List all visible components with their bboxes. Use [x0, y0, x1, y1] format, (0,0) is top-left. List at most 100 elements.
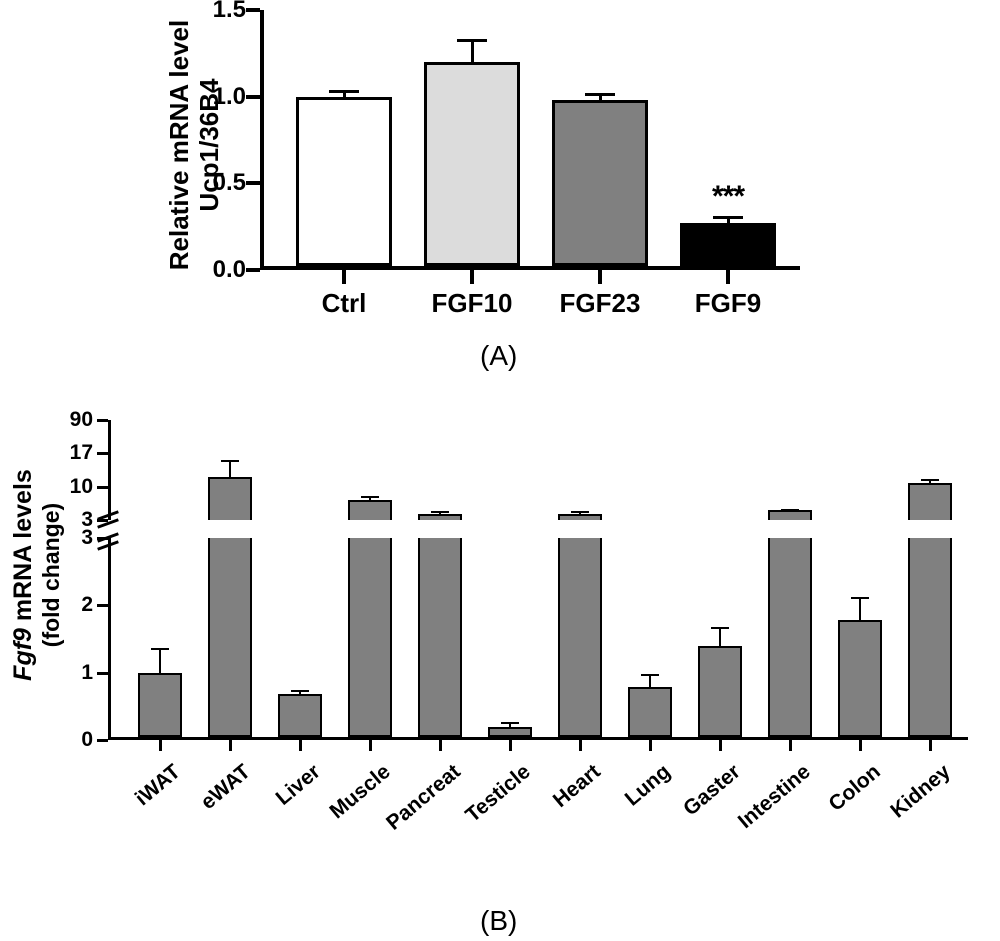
chart-b-ytick-label: 2: [43, 593, 93, 617]
chart-a-ylabel: Relative mRNA level Ucp1/36B4: [165, 15, 225, 275]
chart-b-error-cap: [361, 496, 379, 498]
chart-a-ytick: [246, 181, 260, 185]
chart-a-category-label: Ctrl: [322, 288, 367, 319]
chart-b-bar-upper: [418, 514, 462, 520]
chart-b-xtick: [579, 740, 582, 751]
chart-b-error-cap: [221, 460, 239, 462]
chart-b-error-cap: [851, 597, 869, 599]
chart-b-bar-lower: [768, 538, 812, 737]
chart-a-y-axis: [260, 10, 264, 270]
chart-b-error-cap: [571, 511, 589, 513]
chart-a-xtick: [598, 270, 602, 284]
chart-a-category-label: FGF9: [695, 288, 761, 319]
chart-b-xtick: [369, 740, 372, 751]
chart-b-bar-lower: [348, 538, 392, 737]
chart-b-ylabel-main: Fgf9: [9, 628, 37, 681]
chart-b-bar-lower: [208, 538, 252, 737]
chart-a-ytick: [246, 268, 260, 272]
chart-b-error-stem: [159, 648, 161, 672]
chart-b-error-cap: [641, 674, 659, 676]
chart-b-ytick-label: 3: [43, 508, 93, 532]
chart-b-bar-lower: [558, 538, 602, 737]
chart-a-bar: [680, 223, 776, 266]
chart-b-xtick: [649, 740, 652, 751]
chart-b-ytick-label: 90: [43, 408, 93, 432]
chart-a-x-axis: [260, 266, 800, 270]
chart-b-error-stem: [719, 627, 721, 646]
chart-b-y-axis-upper: [108, 420, 111, 520]
chart-a-category-label: FGF10: [432, 288, 513, 319]
chart-b-plot-area: 01233101790iWATeWATLiverMusclePancreatTe…: [108, 420, 968, 740]
chart-b-bar-lower: [908, 538, 952, 737]
chart-a-xtick: [470, 270, 474, 284]
chart-b-ytick-label: 10: [43, 475, 93, 499]
chart-a-error-cap: [713, 216, 743, 219]
chart-b-bar-upper: [908, 483, 952, 520]
chart-b-bar: [698, 646, 742, 737]
chart-b-xtick: [439, 740, 442, 751]
chart-b-ytick-label: 1: [43, 661, 93, 685]
chart-a-ytick-label: 0.5: [186, 169, 246, 197]
chart-b-xtick: [299, 740, 302, 751]
chart-a-ytick-label: 1.5: [186, 0, 246, 24]
chart-b-bar-lower: [418, 538, 462, 737]
chart-b-bar: [278, 694, 322, 737]
chart-b-bar-upper: [348, 500, 392, 520]
chart-b-bar: [138, 673, 182, 737]
figure-page: Relative mRNA level Ucp1/36B4 0.00.51.01…: [0, 0, 1000, 941]
chart-b-ytick: [97, 419, 108, 422]
chart-a-bar: [296, 97, 392, 266]
chart-b-y-axis-lower: [108, 538, 111, 740]
chart-b-ytick: [97, 519, 108, 522]
chart-b-error-stem: [859, 597, 861, 621]
chart-b-ytick: [97, 452, 108, 455]
chart-a: Relative mRNA level Ucp1/36B4 0.00.51.01…: [160, 0, 840, 330]
chart-a-category-label: FGF23: [560, 288, 641, 319]
chart-b-error-cap: [151, 648, 169, 650]
chart-b-xtick: [159, 740, 162, 751]
chart-b-ylabel-rest: mRNA levels: [9, 469, 37, 628]
chart-b-ytick-label: 0: [43, 728, 93, 752]
chart-b: Fgf9 mRNA levels (fold change) 012331017…: [18, 410, 978, 890]
chart-b-ytick: [97, 672, 108, 675]
chart-a-significance-annotation: ***: [712, 180, 744, 214]
chart-b-xtick: [509, 740, 512, 751]
chart-b-error-stem: [649, 674, 651, 687]
chart-b-x-axis: [108, 737, 968, 740]
chart-b-ytick: [97, 537, 108, 540]
chart-b-error-cap: [501, 722, 519, 724]
chart-a-error-cap: [457, 39, 487, 42]
chart-b-error-cap: [711, 627, 729, 629]
chart-b-error-cap: [431, 511, 449, 513]
chart-b-xtick: [229, 740, 232, 751]
panel-label-a: (A): [480, 340, 517, 372]
chart-a-bar: [552, 100, 648, 266]
chart-b-error-cap: [291, 690, 309, 692]
chart-b-bar-upper: [768, 510, 812, 520]
chart-a-xtick: [342, 270, 346, 284]
chart-b-bar-upper: [558, 514, 602, 520]
chart-a-bar: [424, 62, 520, 266]
chart-a-ytick: [246, 95, 260, 99]
chart-b-error-cap: [781, 509, 799, 511]
chart-b-xtick: [859, 740, 862, 751]
chart-b-ytick: [97, 604, 108, 607]
chart-a-ytick: [246, 8, 260, 12]
chart-b-xtick: [719, 740, 722, 751]
chart-b-xtick: [929, 740, 932, 751]
chart-a-ytick-label: 0.0: [186, 256, 246, 284]
chart-b-bar-upper: [208, 477, 252, 520]
chart-b-error-cap: [921, 479, 939, 481]
chart-b-bar: [838, 620, 882, 737]
chart-a-plot-area: 0.00.51.01.5CtrlFGF10FGF23FGF9***: [260, 10, 800, 270]
chart-b-bar: [628, 687, 672, 737]
chart-a-error-cap: [329, 90, 359, 93]
chart-a-ylabel-line1: Relative mRNA level: [164, 20, 194, 270]
chart-b-ytick: [97, 739, 108, 742]
chart-b-error-stem: [229, 460, 231, 477]
chart-a-xtick: [726, 270, 730, 284]
chart-a-error-stem: [471, 39, 474, 62]
chart-b-ytick: [97, 486, 108, 489]
chart-a-error-cap: [585, 93, 615, 96]
panel-label-b: (B): [480, 905, 517, 937]
